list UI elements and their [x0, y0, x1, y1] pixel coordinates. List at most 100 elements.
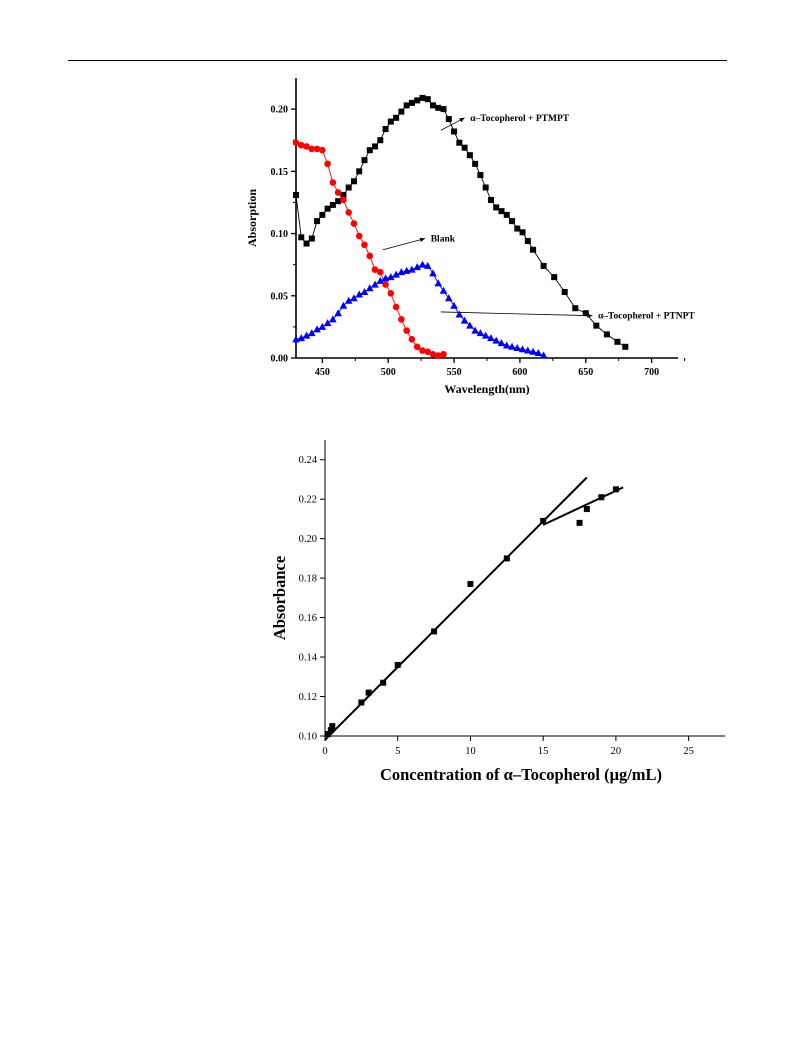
data-point: [377, 137, 384, 144]
y-tick-label: 0.00: [271, 354, 289, 365]
data-point: [423, 261, 432, 269]
data-point: [598, 494, 605, 501]
data-point: [324, 731, 331, 738]
data-point: [482, 184, 489, 191]
data-point: [308, 329, 316, 337]
data-point: [576, 519, 583, 526]
data-point: [583, 506, 590, 513]
series-1: [292, 139, 447, 359]
y-tick-label: 0.20: [299, 534, 317, 545]
data-point: [429, 269, 437, 277]
y-axis-label: Absorption: [245, 189, 259, 247]
header-rule: [68, 60, 727, 61]
data-point: [297, 334, 306, 342]
data-point: [392, 303, 400, 311]
data-point: [419, 94, 426, 101]
data-point: [472, 160, 479, 167]
data-point: [477, 172, 484, 179]
data-point: [418, 260, 427, 268]
data-point: [408, 99, 415, 106]
arrowhead: [459, 117, 465, 123]
x-tick-label: 700: [644, 367, 659, 378]
data-point: [329, 179, 337, 186]
data-point: [334, 309, 342, 317]
data-point: [561, 289, 568, 296]
data-point: [508, 342, 516, 350]
data-point: [456, 139, 463, 146]
annotation-label: α–Tocopherol + PTNPT: [598, 312, 695, 322]
y-tick-label: 0.20: [271, 105, 289, 116]
data-point: [593, 322, 600, 329]
x-tick-label: 600: [512, 367, 527, 378]
data-point: [398, 316, 405, 323]
x-tick-label: 0: [322, 746, 327, 757]
data-point: [451, 128, 458, 135]
series-0: [324, 486, 619, 738]
data-point: [314, 218, 321, 225]
data-point: [514, 225, 521, 232]
data-point: [487, 196, 494, 203]
arrowhead: [587, 313, 593, 318]
data-point: [382, 281, 389, 288]
series-line: [295, 142, 444, 356]
data-point: [440, 106, 447, 113]
data-point: [434, 279, 443, 287]
data-point: [498, 208, 505, 215]
data-point: [365, 284, 374, 292]
data-point: [455, 310, 464, 318]
x-axis-label: Concentration of α–Tocopherol (μg/mL): [380, 765, 662, 784]
data-point: [334, 189, 342, 196]
data-point: [319, 211, 326, 218]
y-tick-label: 0.16: [299, 613, 317, 624]
y-tick-label: 0.10: [271, 229, 289, 240]
data-point: [466, 152, 473, 159]
annotation-arrow: [382, 238, 426, 251]
data-point: [345, 209, 352, 216]
data-point: [519, 229, 526, 236]
data-point: [303, 240, 310, 247]
data-point: [387, 289, 395, 297]
annotation-label: Blank: [431, 235, 456, 245]
data-point: [365, 689, 372, 696]
x-tick-label: 15: [538, 746, 549, 757]
x-tick-label: 550: [447, 367, 462, 378]
data-point: [530, 246, 537, 253]
data-point: [350, 178, 357, 185]
data-point: [340, 196, 347, 204]
data-point: [582, 310, 589, 317]
y-tick-label: 0.10: [299, 732, 317, 743]
data-point: [335, 198, 342, 205]
series-0: [293, 94, 629, 350]
data-point: [403, 327, 410, 334]
data-point: [344, 296, 353, 304]
x-tick-label: 650: [578, 367, 593, 378]
data-point: [492, 336, 501, 344]
data-point: [518, 345, 527, 353]
data-point: [355, 232, 363, 240]
data-point: [509, 218, 516, 225]
fit-line: [542, 486, 624, 526]
data-point: [429, 350, 437, 358]
data-point: [450, 301, 458, 309]
data-point: [345, 184, 352, 191]
data-point: [360, 288, 369, 296]
data-point: [408, 265, 416, 273]
data-point: [503, 555, 510, 562]
data-point: [503, 211, 510, 218]
data-point: [540, 262, 547, 269]
data-point: [308, 235, 315, 242]
x-tick-label: 10: [465, 746, 476, 757]
data-point: [424, 96, 431, 103]
y-axis-label: Absorbance: [270, 556, 289, 640]
y-tick-label: 0.22: [299, 495, 317, 506]
arrowhead: [419, 237, 426, 242]
data-point: [303, 143, 310, 150]
data-point: [435, 104, 442, 111]
data-point: [361, 157, 368, 164]
data-point: [487, 334, 495, 342]
data-point: [513, 344, 522, 352]
data-point: [424, 348, 432, 356]
data-point: [350, 220, 358, 227]
data-point: [324, 205, 331, 212]
data-point: [394, 661, 401, 668]
